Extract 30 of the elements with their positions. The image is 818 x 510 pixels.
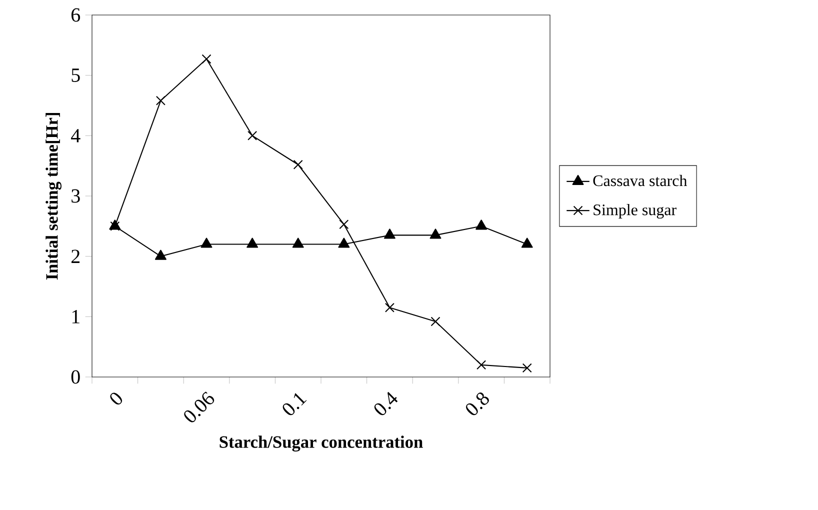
point — [202, 54, 212, 64]
point — [156, 96, 166, 106]
y-tick-label: 5 — [72, 68, 80, 82]
legend-label: Cassava starch — [593, 174, 688, 186]
y-tick-label: 6 — [71, 8, 80, 22]
x-tick-label: 0.8 — [466, 392, 489, 416]
point — [154, 250, 166, 260]
point — [476, 220, 488, 230]
point — [246, 238, 258, 248]
point — [292, 238, 304, 248]
x-tick-label: 0.06 — [184, 392, 214, 422]
y-tick-label: 4 — [71, 129, 80, 142]
y-tick-label: 0 — [71, 370, 80, 384]
y-axis-title: Initial setting time[Hr] — [46, 113, 62, 280]
point — [293, 160, 303, 170]
y-tick-label: 3 — [72, 189, 80, 203]
point — [521, 238, 533, 248]
y-tick-label: 2 — [72, 250, 80, 263]
x-tick-label: 0 — [110, 392, 122, 405]
point — [200, 238, 212, 248]
x-tick-label: 0.1 — [282, 393, 307, 416]
x-tick-label: 0.4 — [374, 392, 398, 416]
point — [430, 228, 442, 239]
point — [339, 220, 349, 230]
legend-label: Simple sugar — [594, 204, 676, 219]
y-tick-label: 1 — [72, 310, 80, 324]
x-axis-title: Starch/Sugar concentration — [220, 436, 423, 452]
point — [384, 228, 396, 239]
point — [338, 238, 350, 248]
point — [248, 130, 258, 140]
